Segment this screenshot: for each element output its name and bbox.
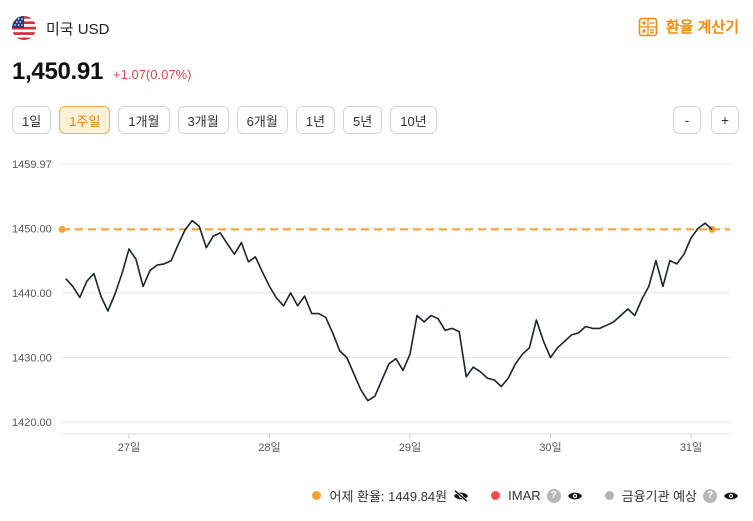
chart-legend: 어제 환율: 1449.84원 IMAR ? 금융기관 예상 ? bbox=[312, 486, 739, 505]
current-price: 1,450.91 bbox=[12, 58, 104, 85]
y-tick-label: 1459.97 bbox=[12, 159, 52, 171]
legend-bank-label: 금융기관 예상 bbox=[621, 489, 697, 504]
x-tick-label: 30일 bbox=[539, 440, 561, 454]
legend-imar-dot bbox=[491, 491, 501, 500]
price-change: +1.07(0.07%) bbox=[113, 67, 192, 82]
imar-help-icon[interactable]: ? bbox=[546, 488, 561, 503]
legend-imar[interactable]: IMAR ? bbox=[491, 488, 583, 503]
eye-icon[interactable] bbox=[567, 490, 583, 502]
legend-bank-dot bbox=[604, 491, 614, 500]
legend-yesterday-label: 어제 환율: 1449.84원 bbox=[329, 489, 448, 504]
zoom-in-button[interactable]: + bbox=[711, 106, 739, 134]
exchange-rate-chart[interactable]: 1420.00 1430.00 1440.00 1450.00 1459.97 27일 28… bbox=[0, 150, 753, 460]
legend-bank-forecast[interactable]: 금융기관 예상 ? bbox=[604, 486, 739, 505]
calculator-label: 환율 계산기 bbox=[665, 19, 739, 36]
period-selector: 1일 1주일 1개월 3개월 6개월 1년 5년 10년 bbox=[12, 106, 437, 134]
period-5year-button[interactable]: 5년 bbox=[343, 106, 383, 134]
y-tick-label: 1420.00 bbox=[12, 417, 52, 429]
x-tick-label: 27일 bbox=[118, 440, 140, 454]
rate-series-line bbox=[65, 219, 713, 402]
eye-icon[interactable] bbox=[723, 490, 739, 502]
price-row: 1,450.91 +1.07(0.07%) bbox=[12, 58, 191, 86]
currency-name: 미국 USD bbox=[46, 21, 110, 38]
legend-yesterday-rate[interactable]: 어제 환율: 1449.84원 bbox=[312, 486, 469, 505]
bank-help-icon[interactable]: ? bbox=[703, 488, 717, 503]
y-tick-label: 1440.00 bbox=[12, 288, 52, 300]
period-3month-button[interactable]: 3개월 bbox=[177, 106, 229, 134]
zoom-out-button[interactable]: - bbox=[673, 106, 701, 134]
yesterday-rate-start-dot bbox=[58, 225, 66, 233]
period-1day-button[interactable]: 1일 bbox=[12, 106, 52, 134]
x-tick-label: 28일 bbox=[258, 440, 280, 454]
calculator-icon bbox=[638, 17, 658, 36]
period-6month-button[interactable]: 6개월 bbox=[236, 106, 288, 134]
us-flag-icon bbox=[12, 16, 36, 40]
period-1month-button[interactable]: 1개월 bbox=[118, 106, 170, 134]
period-10year-button[interactable]: 10년 bbox=[390, 106, 437, 134]
zoom-controls: - + bbox=[673, 106, 739, 134]
eye-slash-icon[interactable] bbox=[453, 489, 469, 502]
y-tick-label: 1430.00 bbox=[12, 352, 52, 364]
period-1week-button[interactable]: 1주일 bbox=[59, 106, 111, 134]
legend-imar-label: IMAR bbox=[508, 488, 541, 503]
period-1year-button[interactable]: 1년 bbox=[295, 106, 336, 134]
legend-yesterday-dot bbox=[312, 491, 322, 500]
y-tick-label: 1450.00 bbox=[12, 223, 52, 235]
header: 미국 USD 환율 계산기 bbox=[12, 14, 739, 42]
x-tick-label: 29일 bbox=[399, 440, 421, 454]
calculator-button[interactable]: 환율 계산기 bbox=[638, 16, 739, 37]
x-tick-label: 31일 bbox=[680, 440, 702, 454]
